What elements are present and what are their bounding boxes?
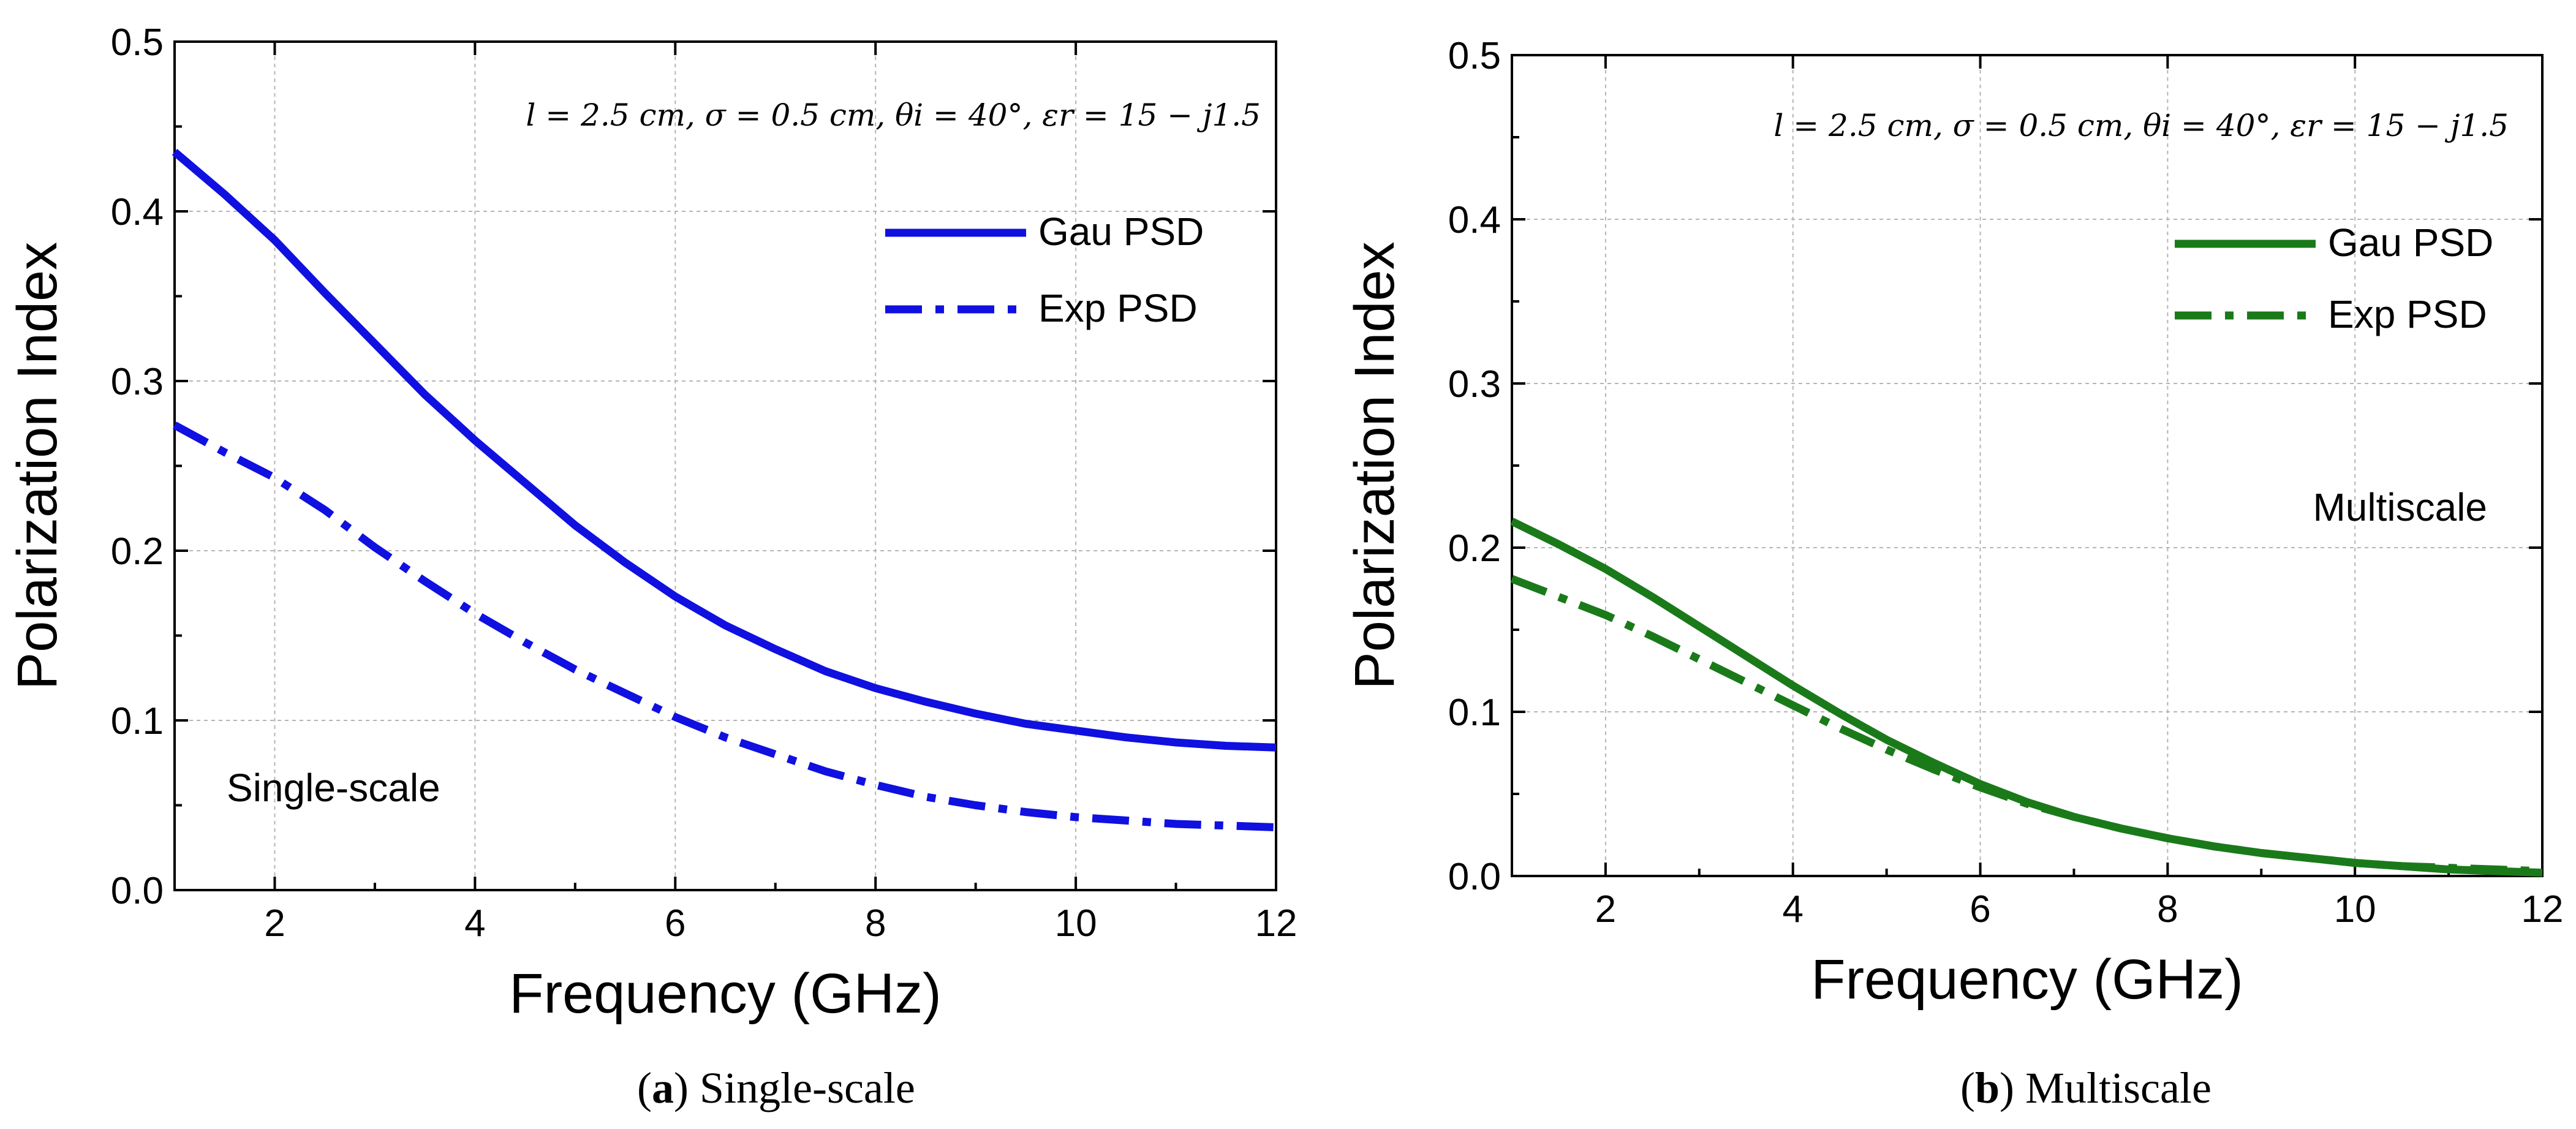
x-tick-label: 6 — [1970, 888, 1990, 931]
y-tick-label: 0.4 — [1448, 199, 1501, 241]
y-axis-label: Polarization Index — [1343, 241, 1406, 689]
plot-frame — [173, 40, 1277, 891]
parameters-annotation: l = 2.5 cm, σ = 0.5 cm, θi = 40°, εr = 1… — [526, 97, 1261, 133]
y-tick-label: 0.1 — [111, 700, 164, 742]
y-tick-label: 0.0 — [111, 870, 164, 912]
x-axis-label: Frequency (GHz) — [509, 962, 942, 1025]
y-tick-label: 0.5 — [111, 21, 164, 64]
x-tick-label: 12 — [1255, 902, 1297, 945]
x-tick-label: 12 — [2521, 888, 2564, 931]
y-tick-label: 0.3 — [111, 361, 164, 403]
y-axis-label: Polarization Index — [6, 242, 69, 690]
y-tick-label: 0.1 — [1448, 692, 1501, 734]
x-tick-label: 8 — [865, 902, 886, 945]
y-tick-label: 0.0 — [1448, 856, 1501, 898]
x-tick-label: 8 — [2157, 888, 2178, 931]
x-tick-label: 4 — [1782, 888, 1803, 931]
scale-annotation: Single-scale — [227, 766, 440, 810]
series-line-exp-psd — [172, 421, 1277, 831]
x-tick-label: 10 — [1055, 902, 1097, 945]
series-line-gau-psd — [1510, 518, 2543, 877]
x-tick-label: 2 — [1595, 888, 1616, 931]
y-tick-label: 0.3 — [1448, 363, 1501, 406]
panel-caption: (b) Multiscale — [1960, 1063, 2212, 1112]
scale-annotation: Multiscale — [2313, 485, 2487, 529]
y-tick-label: 0.5 — [1448, 35, 1501, 77]
y-tick-label: 0.2 — [111, 531, 164, 573]
legend-label-exp-psd: Exp PSD — [2328, 292, 2487, 336]
series-line-exp-psd — [1510, 575, 2543, 875]
legend-label-gau-psd: Gau PSD — [2328, 221, 2493, 265]
series-line-gau-psd — [172, 149, 1277, 752]
x-tick-label: 4 — [464, 902, 485, 945]
x-tick-label: 2 — [264, 902, 285, 945]
legend-label-exp-psd: Exp PSD — [1038, 286, 1198, 330]
x-axis-label: Frequency (GHz) — [1811, 948, 2243, 1011]
panel-caption: (a) Single-scale — [637, 1063, 915, 1112]
y-tick-label: 0.4 — [111, 191, 164, 233]
legend-label-gau-psd: Gau PSD — [1038, 210, 1204, 254]
plot-frame — [1511, 54, 2544, 877]
parameters-annotation: l = 2.5 cm, σ = 0.5 cm, θi = 40°, εr = 1… — [1773, 108, 2509, 143]
chart-panel-b: 2 4 6 8 10 12 0.0 0.1 0.2 0.3 0.4 0.5 Frequency (GHz… — [1343, 35, 2563, 1112]
y-tick-label: 0.2 — [1448, 527, 1501, 570]
x-tick-label: 10 — [2334, 888, 2376, 931]
chart-panel-a: 2 4 6 8 10 12 0.0 0.1 0.2 0.3 0.4 0.5 Frequency (GHz… — [6, 21, 1297, 1112]
x-tick-label: 6 — [665, 902, 686, 945]
